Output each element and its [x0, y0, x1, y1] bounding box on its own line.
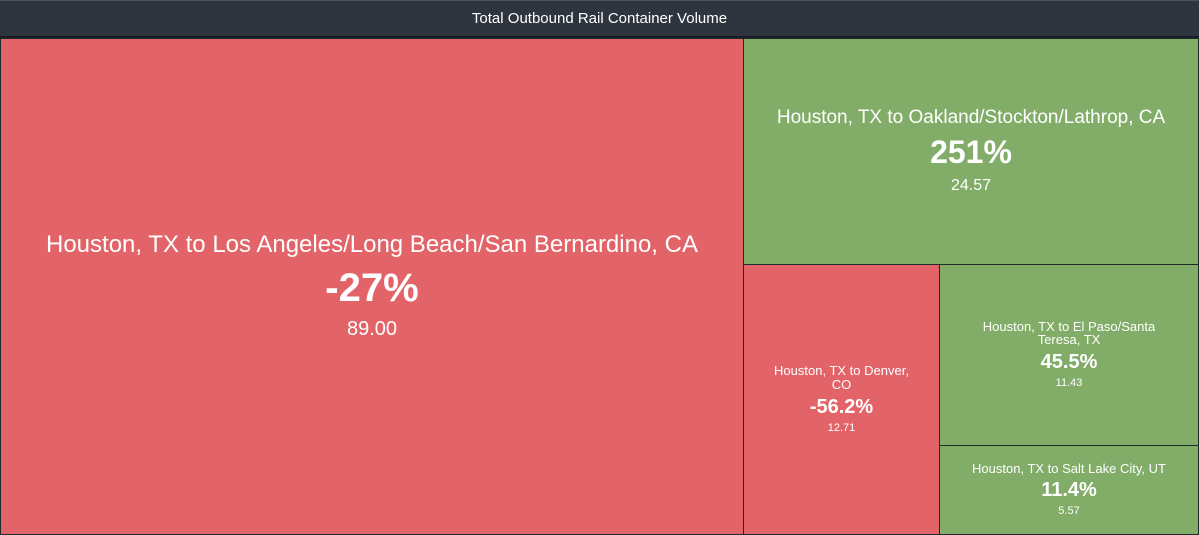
tile-label: Houston, TX to Los Angeles/Long Beach/Sa…	[46, 231, 698, 259]
treemap-tile: Houston, TX to Denver, CO -56.2% 12.71	[743, 264, 940, 535]
tile-change: 11.4%	[1041, 479, 1097, 502]
tile-value: 12.71	[827, 421, 856, 434]
tile-change: -27%	[325, 265, 419, 310]
chart-title: Total Outbound Rail Container Volume	[0, 0, 1199, 37]
tile-label: Houston, TX to Denver, CO	[774, 363, 909, 392]
chart-title-text: Total Outbound Rail Container Volume	[471, 10, 728, 27]
tile-label: Houston, TX to Salt Lake City, UT	[972, 460, 1166, 476]
treemap-tile: Houston, TX to Los Angeles/Long Beach/Sa…	[0, 38, 744, 535]
tile-value: 5.57	[1058, 505, 1080, 518]
tile-change: 251%	[930, 134, 1012, 171]
tile-label: Houston, TX to El Paso/Santa Teresa, TX	[982, 318, 1156, 348]
tile-value: 11.43	[1055, 377, 1083, 390]
treemap-tile: Houston, TX to Oakland/Stockton/Lathrop,…	[743, 38, 1199, 265]
tile-value: 24.57	[950, 176, 992, 194]
tile-change: 45.5%	[1040, 351, 1098, 374]
tile-label: Houston, TX to Oakland/Stockton/Lathrop,…	[776, 107, 1166, 129]
tile-value: 89.00	[346, 317, 398, 340]
treemap-tile: Houston, TX to Salt Lake City, UT 11.4% 5.…	[939, 445, 1199, 535]
treemap-tile: Houston, TX to El Paso/Santa Teresa, TX 4…	[939, 264, 1199, 446]
tile-change: -56.2%	[809, 395, 874, 418]
